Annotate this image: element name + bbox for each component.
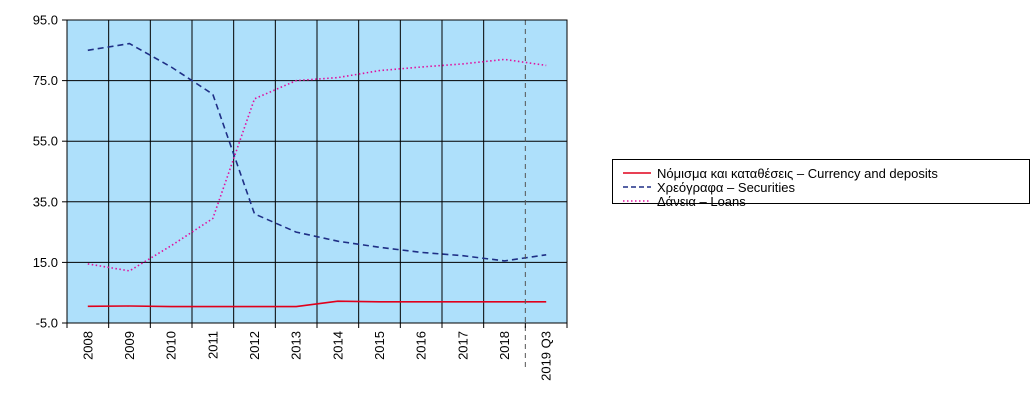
legend-item-currency-deposits: Νόμισμα και καταθέσεις – Currency and de…: [623, 165, 938, 181]
y-tick-label: 75.0: [33, 73, 58, 88]
x-tick-label: 2009: [122, 331, 137, 360]
y-tick-label: 55.0: [33, 134, 58, 149]
legend-label: Νόμισμα και καταθέσεις – Currency and de…: [657, 165, 938, 181]
x-tick-label: 2015: [372, 331, 387, 360]
legend: Νόμισμα και καταθέσεις – Currency and de…: [612, 159, 1030, 209]
y-axis: -5.0 15.0 35.0 55.0 75.0 95.0: [33, 13, 67, 331]
legend-item-loans: Δάνεια – Loans: [623, 193, 746, 209]
x-tick-label: 2010: [164, 331, 179, 360]
series-line-1: [87, 42, 547, 262]
x-tick-label: 2017: [455, 331, 470, 360]
gridlines: [67, 19, 567, 324]
y-tick-label: 35.0: [33, 194, 58, 209]
legend-swatch-solid: [623, 172, 651, 174]
x-tick-label: 2008: [80, 331, 95, 360]
legend-label: Δάνεια – Loans: [657, 193, 746, 209]
y-tick-label: 95.0: [33, 13, 58, 28]
x-tick-label: 2014: [330, 331, 345, 360]
series-layer: [87, 42, 547, 308]
series-line-0: [87, 300, 547, 308]
x-tick-label: 2012: [247, 331, 262, 360]
legend-swatch-dashed: [623, 186, 651, 188]
x-tick-label: 2019 Q3: [539, 331, 554, 381]
legend-label: Χρεόγραφα – Securities: [657, 179, 795, 195]
line-chart: -5.0 15.0 35.0 55.0 75.0 95.0 2008 2009 2010 201…: [33, 13, 568, 381]
x-tick-label: 2018: [497, 331, 512, 360]
x-axis: 2008 2009 2010 2011 2012 2013 2014 2015 2016 2017…: [66, 323, 568, 381]
y-tick-label: -5.0: [36, 316, 58, 331]
y-tick-label: 15.0: [33, 255, 58, 270]
x-tick-label: 2011: [205, 331, 220, 359]
legend-item-securities: Χρεόγραφα – Securities: [623, 179, 795, 195]
legend-swatch-dotted: [623, 200, 651, 202]
x-tick-label: 2013: [289, 331, 304, 360]
x-tick-label: 2016: [414, 331, 429, 360]
